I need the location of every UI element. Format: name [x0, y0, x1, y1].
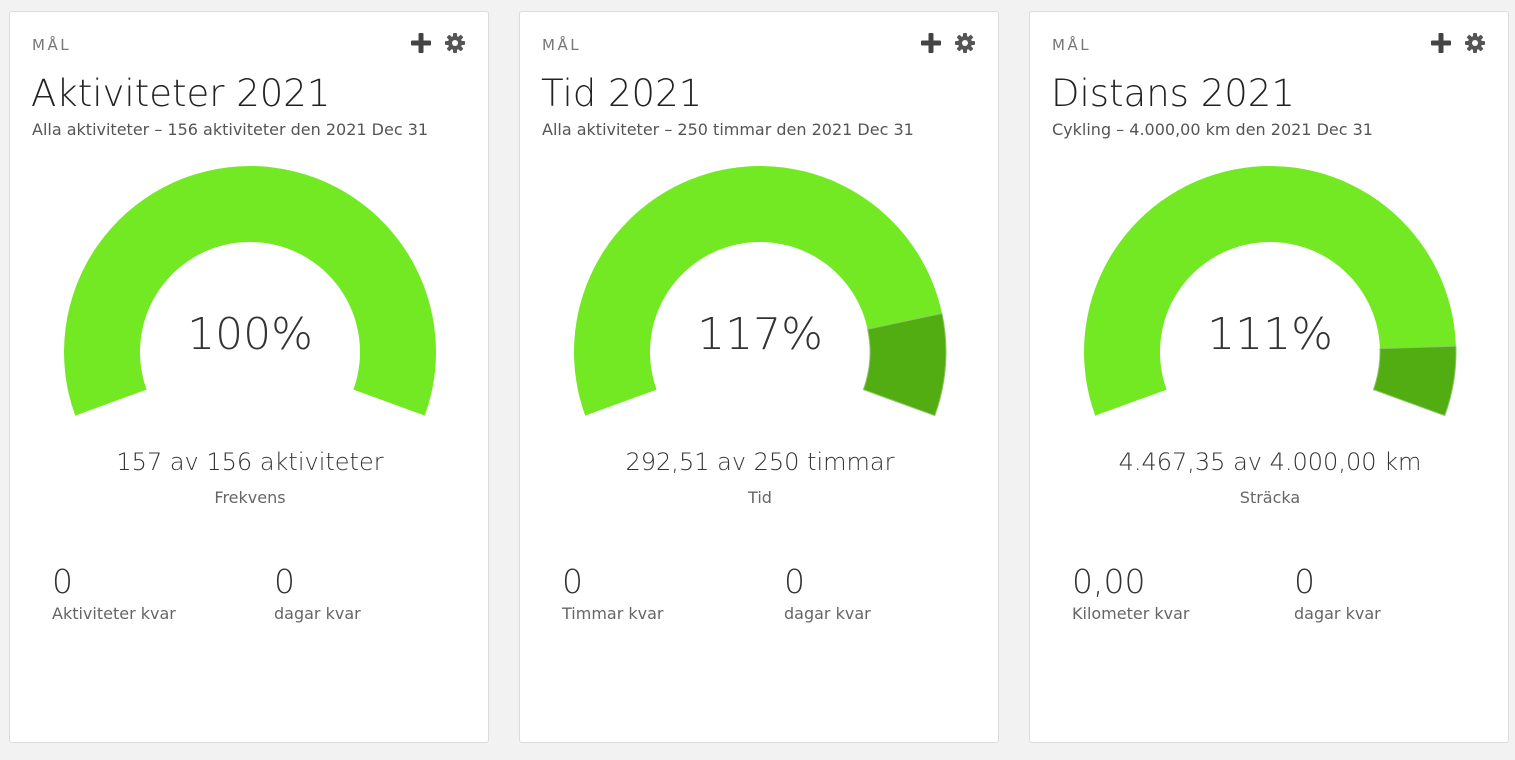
gauge-progress-arc [64, 166, 436, 416]
remaining-value: 0,00 [1072, 562, 1146, 601]
gauge-metric: Frekvens [214, 488, 286, 507]
goal-title: Tid 2021 [541, 72, 703, 115]
gear-icon[interactable] [954, 32, 976, 54]
remaining-label: Aktiviteter kvar [52, 604, 176, 623]
gauge-progress-arc [574, 165, 942, 416]
gauge-overshoot-arc [1372, 345, 1457, 417]
goal-card-time: MÅL Tid 2021 Alla aktiviteter – 250 timm… [519, 11, 999, 743]
plus-icon[interactable] [920, 32, 942, 54]
gauge-percent: 100% [187, 309, 313, 360]
progress-gauge [574, 165, 947, 417]
days-left-label: dagar kvar [784, 604, 871, 623]
gauge-percent: 117% [697, 309, 823, 360]
days-left-value: 0 [1294, 562, 1315, 601]
goal-subtitle: Alla aktiviteter – 250 timmar den 2021 D… [542, 120, 914, 139]
progress-gauge [64, 166, 436, 416]
card-toolbar [410, 32, 466, 54]
days-left-stat: 0 dagar kvar [784, 562, 871, 623]
gauge-value: 4.467,35 av 4.000,00 km [1118, 448, 1422, 476]
card-toolbar [1430, 32, 1486, 54]
goal-subtitle: Alla aktiviteter – 156 aktiviteter den 2… [32, 120, 429, 139]
days-left-label: dagar kvar [274, 604, 361, 623]
remaining-stat: 0 Aktiviteter kvar [52, 562, 176, 623]
section-label: MÅL [1052, 36, 1092, 54]
goal-card-distance: MÅL Distans 2021 Cykling – 4.000,00 km d… [1029, 11, 1509, 743]
days-left-stat: 0 dagar kvar [1294, 562, 1381, 623]
gauge-percent: 111% [1207, 309, 1333, 360]
remaining-value: 0 [52, 562, 73, 601]
goal-subtitle: Cykling – 4.000,00 km den 2021 Dec 31 [1052, 120, 1373, 139]
remaining-stat: 0,00 Kilometer kvar [1072, 562, 1190, 623]
days-left-stat: 0 dagar kvar [274, 562, 361, 623]
goal-title: Aktiviteter 2021 [31, 72, 331, 115]
goal-title: Distans 2021 [1051, 72, 1295, 115]
progress-gauge [1084, 166, 1457, 417]
gauge-value: 292,51 av 250 timmar [625, 448, 895, 476]
remaining-label: Timmar kvar [562, 604, 664, 623]
gauge-overshoot-arc [862, 312, 947, 417]
remaining-stat: 0 Timmar kvar [562, 562, 663, 623]
plus-icon[interactable] [410, 32, 432, 54]
gauge-metric: Sträcka [1239, 488, 1301, 507]
card-toolbar [920, 32, 976, 54]
days-left-value: 0 [274, 562, 295, 601]
gear-icon[interactable] [1464, 32, 1486, 54]
section-label: MÅL [32, 36, 72, 54]
days-left-label: dagar kvar [1294, 604, 1381, 623]
remaining-label: Kilometer kvar [1072, 604, 1190, 623]
days-left-value: 0 [784, 562, 805, 601]
gauge-value: 157 av 156 aktiviteter [116, 448, 384, 476]
gauge-progress-arc [1084, 166, 1456, 416]
gauge-metric: Tid [748, 488, 772, 507]
gear-icon[interactable] [444, 32, 466, 54]
remaining-value: 0 [562, 562, 583, 601]
goal-card-activities: MÅL Aktiviteter 2021 Alla aktiviteter – … [9, 11, 489, 743]
plus-icon[interactable] [1430, 32, 1452, 54]
section-label: MÅL [542, 36, 582, 54]
